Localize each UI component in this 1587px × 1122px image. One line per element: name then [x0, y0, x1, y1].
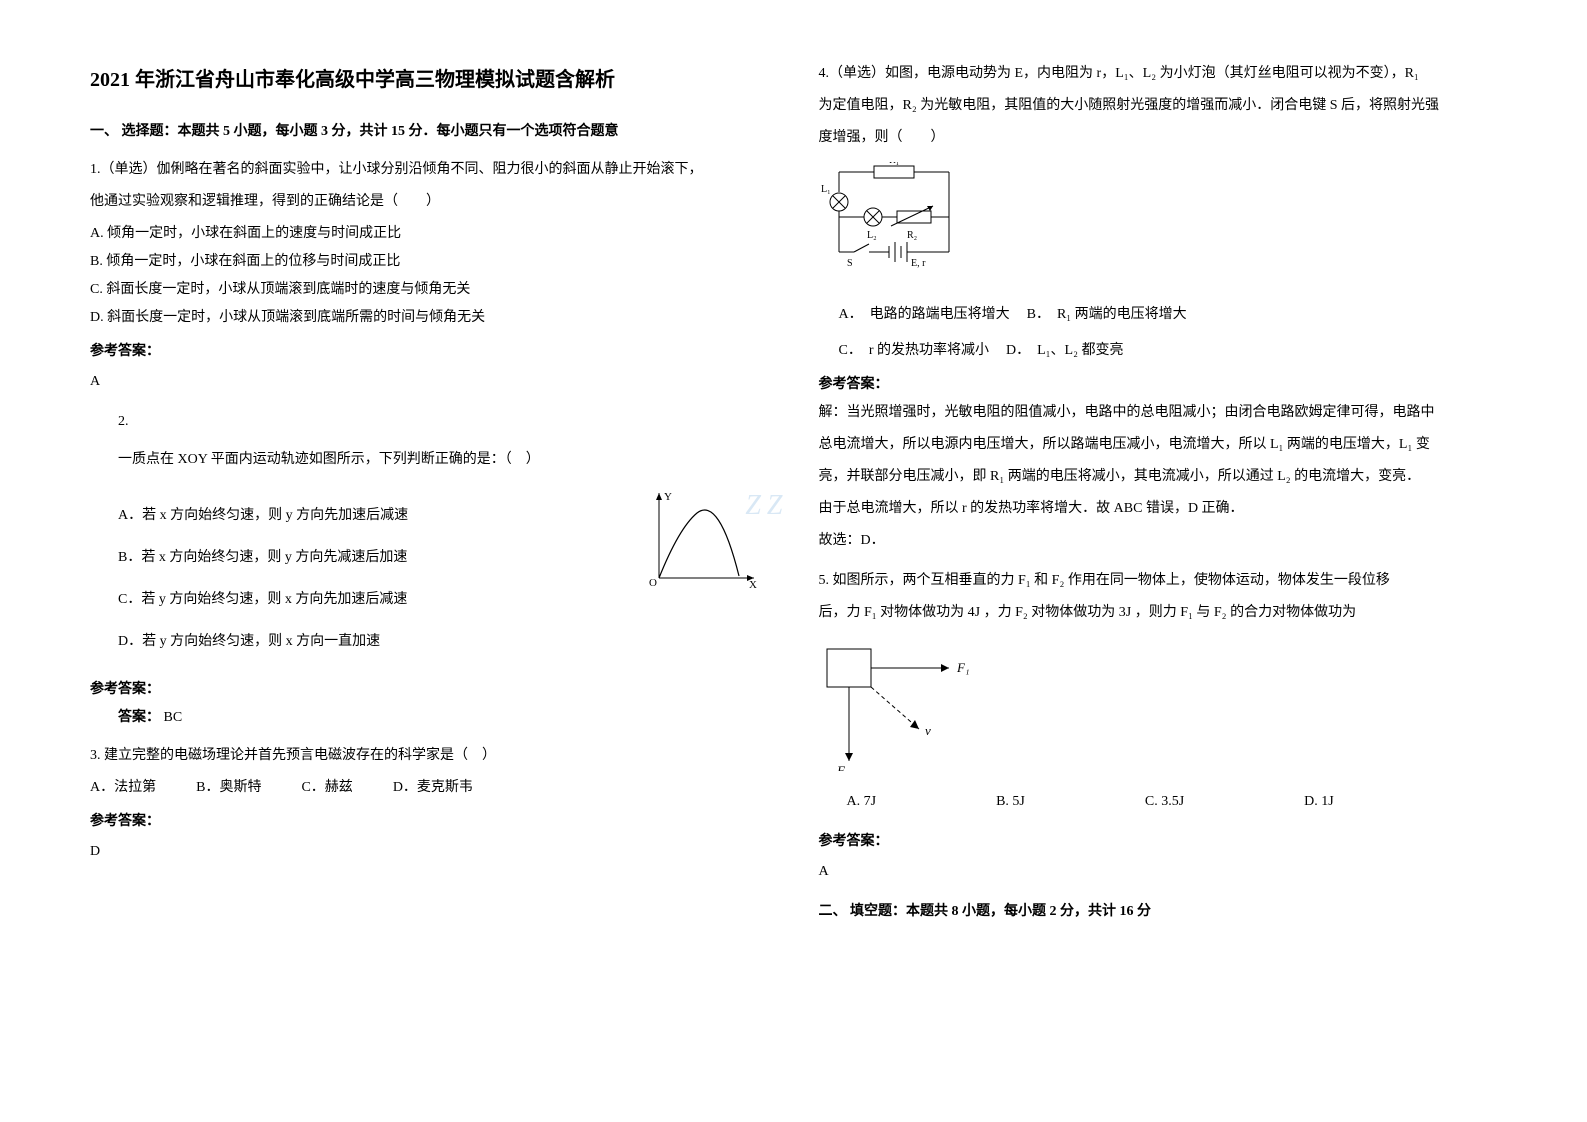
q3-option-a: A．法拉第 [90, 774, 156, 802]
q3-answer-label: 参考答案： [90, 808, 769, 836]
v-label: v [925, 723, 931, 738]
q4-options-row2: C． r 的发热功率将减小 D． L₁、L₂ 都变亮 [839, 337, 1498, 365]
question-3: 3. 建立完整的电磁场理论并首先预言电磁波存在的科学家是（ ） A．法拉第 B．… [90, 742, 769, 866]
q1-stem-line1: 1.（单选）伽俐略在著名的斜面实验中，让小球分别沿倾角不同、阻力很小的斜面从静止… [90, 156, 769, 184]
q4-sol-1: 解：当光照增强时，光敏电阻的阻值减小，电路中的总电阻减小；由闭合电路欧姆定律可得… [819, 399, 1498, 427]
xoy-trajectory-graph: O X Y [649, 488, 759, 588]
switch-label: S [847, 258, 853, 269]
q2-answer-label: 参考答案： [90, 676, 769, 704]
q5-option-d: D. 1J [1304, 788, 1334, 816]
q1-answer: A [90, 368, 769, 396]
q1-option-c: C. 斜面长度一定时，小球从顶端滚到底端时的速度与倾角无关 [90, 276, 769, 304]
emf-label: E, r [911, 258, 926, 269]
right-column: 4.（单选）如图，电源电动势为 E，内电阻为 r，L₁、L₂ 为小灯泡（其灯丝电… [819, 60, 1498, 1062]
q1-options: A. 倾角一定时，小球在斜面上的速度与时间成正比 B. 倾角一定时，小球在斜面上… [90, 220, 769, 332]
left-column: 2021 年浙江省舟山市奉化高级中学高三物理模拟试题含解析 一、 选择题：本题共… [90, 60, 769, 1062]
y-axis-label: Y [664, 491, 672, 503]
f1-label: F₁ [956, 660, 969, 675]
section1-header: 一、 选择题：本题共 5 小题，每小题 3 分，共计 15 分．每小题只有一个选… [90, 118, 769, 146]
q4-option-a: A． 电路的路端电压将增大 [839, 307, 1010, 322]
q4-sol-4: 由于总电流增大，所以 r 的发热功率将增大．故 ABC 错误，D 正确． [819, 495, 1498, 523]
q4-stem-line3: 度增强，则（ ） [819, 124, 1498, 152]
q4-sol-5: 故选：D． [819, 527, 1498, 555]
q2-option-d: D．若 y 方向始终匀速，则 x 方向一直加速 [118, 628, 769, 656]
q4-option-b: B． R₁ 两端的电压将增大 [1027, 307, 1187, 322]
q2-stem: 一质点在 XOY 平面内运动轨迹如图所示，下列判断正确的是：（ ） [118, 446, 769, 474]
page-title: 2021 年浙江省舟山市奉化高级中学高三物理模拟试题含解析 [90, 60, 769, 100]
r2-label: R₂ [907, 230, 917, 241]
q5-answer: A [819, 858, 1498, 886]
question-2: 2. 一质点在 XOY 平面内运动轨迹如图所示，下列判断正确的是：（ ） ZZ … [118, 408, 769, 656]
question-5: 5. 如图所示，两个互相垂直的力 F₁ 和 F₂ 作用在同一物体上，使物体运动，… [819, 567, 1498, 886]
q5-option-c: C. 3.5J [1145, 788, 1184, 816]
q3-option-d: D．麦克斯韦 [393, 774, 473, 802]
q2-answer-row: 答案： BC [118, 704, 769, 732]
q4-options-row1: A． 电路的路端电压将增大 B． R₁ 两端的电压将增大 [839, 301, 1498, 329]
q4-answer-label: 参考答案： [819, 371, 1498, 399]
q4-stem-line1: 4.（单选）如图，电源电动势为 E，内电阻为 r，L₁、L₂ 为小灯泡（其灯丝电… [819, 60, 1498, 88]
q5-stem-line1: 5. 如图所示，两个互相垂直的力 F₁ 和 F₂ 作用在同一物体上，使物体运动，… [819, 567, 1498, 595]
force-diagram: F₁ F₂ v [819, 641, 1498, 782]
q5-answer-label: 参考答案： [819, 828, 1498, 856]
q5-option-a: A. 7J [847, 788, 877, 816]
q5-options: A. 7J B. 5J C. 3.5J D. 1J [847, 788, 1498, 816]
q2-answer-prefix: 答案： [118, 710, 160, 725]
q3-options: A．法拉第 B．奥斯特 C．赫兹 D．麦克斯韦 [90, 774, 769, 802]
r1-label: R₁ [889, 162, 899, 166]
section2-header: 二、 填空题：本题共 8 小题，每小题 2 分，共计 16 分 [819, 898, 1498, 926]
q4-option-d: D． L₁、L₂ 都变亮 [1006, 343, 1123, 358]
question-4: 4.（单选）如图，电源电动势为 E，内电阻为 r，L₁、L₂ 为小灯泡（其灯丝电… [819, 60, 1498, 555]
q4-stem-line2: 为定值电阻，R₂ 为光敏电阻，其阻值的大小随照射光强度的增强而减小．闭合电键 S… [819, 92, 1498, 120]
q5-stem-line2: 后，力 F₁ 对物体做功为 4J ，力 F₂ 对物体做功为 3J ，则力 F₁ … [819, 599, 1498, 627]
q4-option-c: C． r 的发热功率将减小 [839, 343, 990, 358]
q3-option-c: C．赫兹 [301, 774, 352, 802]
q3-option-b: B．奥斯特 [196, 774, 261, 802]
q1-option-a: A. 倾角一定时，小球在斜面上的速度与时间成正比 [90, 220, 769, 248]
q4-sol-2: 总电流增大，所以电源内电压增大，所以路端电压减小，电流增大，所以 L₁ 两端的电… [819, 431, 1498, 459]
circuit-diagram: R₁ L₁ L₂ R₂ [819, 162, 1498, 283]
x-axis-label: X [749, 579, 757, 588]
q1-option-b: B. 倾角一定时，小球在斜面上的位移与时间成正比 [90, 248, 769, 276]
question-1: 1.（单选）伽俐略在著名的斜面实验中，让小球分别沿倾角不同、阻力很小的斜面从静止… [90, 156, 769, 396]
q5-option-b: B. 5J [996, 788, 1025, 816]
q2-graph-wrapper: ZZ O X Y [649, 488, 759, 599]
q2-number: 2. [118, 408, 769, 436]
q1-answer-label: 参考答案： [90, 338, 769, 366]
l2-label: L₂ [867, 230, 877, 241]
q1-option-d: D. 斜面长度一定时，小球从顶端滚到底端所需的时间与倾角无关 [90, 304, 769, 332]
q4-sol-3: 亮，并联部分电压减小，即 R₁ 两端的电压将减小，其电流减小，所以通过 L₂ 的… [819, 463, 1498, 491]
l1-label: L₁ [821, 184, 831, 195]
q3-stem: 3. 建立完整的电磁场理论并首先预言电磁波存在的科学家是（ ） [90, 742, 769, 770]
q3-answer: D [90, 838, 769, 866]
q2-answer: BC [164, 710, 183, 725]
f2-label: F₂ [836, 763, 850, 771]
q1-stem-line2: 他通过实验观察和逻辑推理，得到的正确结论是（ ） [90, 188, 769, 216]
origin-label: O [649, 577, 657, 588]
